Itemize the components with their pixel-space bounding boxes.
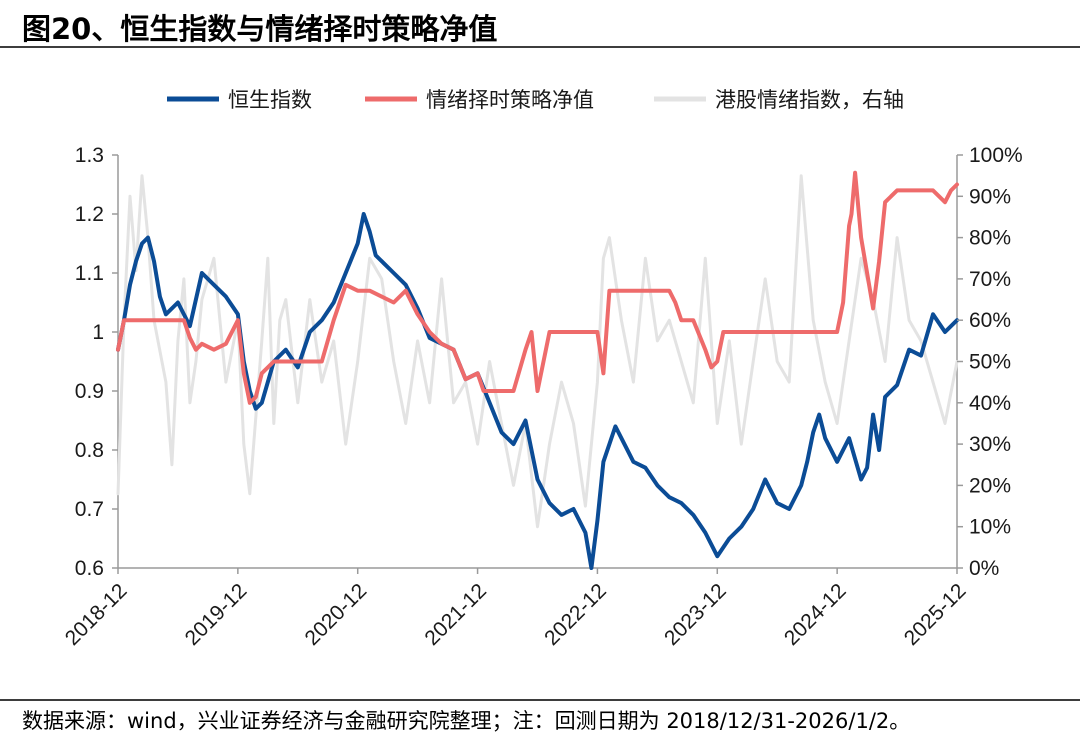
- y-right-tick-label: 70%: [969, 268, 1011, 291]
- title-divider: [0, 46, 1080, 48]
- y-right-tick-label: 20%: [969, 474, 1011, 497]
- series-layer: [116, 170, 959, 570]
- y-left-tick-label: 0.9: [75, 380, 104, 403]
- y-left-tick-label: 1.3: [75, 144, 104, 167]
- y-left-tick-label: 1.2: [75, 203, 104, 226]
- x-tick-label: 2025-12: [900, 579, 971, 650]
- legend-label-strategy: 情绪择时策略净值: [426, 89, 594, 112]
- x-tick-label: 2020-12: [300, 579, 371, 650]
- legend-label-sentiment: 港股情绪指数，右轴: [715, 89, 904, 112]
- y-left-tick-label: 1: [92, 321, 104, 344]
- source-note: 数据来源：wind，兴业证券经济与金融研究院整理；注：回测日期为 2018/12…: [22, 709, 911, 733]
- series-line-strategy: [116, 170, 959, 405]
- y-left-tick-label: 0.7: [75, 498, 104, 521]
- source-divider: [0, 699, 1080, 701]
- figure-title: 图20、恒生指数与情绪择时策略净值: [22, 12, 498, 46]
- y-right-tick-label: 60%: [969, 309, 1011, 332]
- series-line-sentiment: [116, 174, 959, 529]
- y-left-tick-label: 0.6: [75, 557, 104, 580]
- y-right-tick-label: 90%: [969, 185, 1011, 208]
- y-right-tick-label: 10%: [969, 516, 1011, 539]
- x-tick-label: 2021-12: [420, 579, 491, 650]
- x-tick-label: 2024-12: [780, 579, 851, 650]
- legend: 恒生指数 情绪择时策略净值 港股情绪指数，右轴: [167, 89, 904, 112]
- y-right-tick-label: 50%: [969, 351, 1011, 374]
- x-tick-label: 2023-12: [660, 579, 731, 650]
- chart-svg: 0.6 0.7 0.8 0.9 1 1.1 1.2 1.3 0% 10% 20% 30% 40% 50% 6…: [61, 89, 1023, 650]
- y-right-tick-label: 0%: [969, 557, 999, 580]
- x-tick-label: 2022-12: [540, 579, 611, 650]
- y-right-tick-label: 100%: [969, 144, 1023, 167]
- x-tick-label: 2018-12: [61, 579, 132, 650]
- y-left-tick-label: 1.1: [75, 262, 104, 285]
- y-right-tick-label: 80%: [969, 227, 1011, 250]
- y-right-tick-label: 30%: [969, 433, 1011, 456]
- legend-label-hsi: 恒生指数: [228, 89, 312, 112]
- y-right-tick-label: 40%: [969, 392, 1011, 415]
- ticks-layer: 0.6 0.7 0.8 0.9 1 1.1 1.2 1.3 0% 10% 20% 30% 40% 50% 6…: [61, 144, 1023, 650]
- x-tick-label: 2019-12: [181, 579, 252, 650]
- y-left-tick-label: 0.8: [75, 439, 104, 462]
